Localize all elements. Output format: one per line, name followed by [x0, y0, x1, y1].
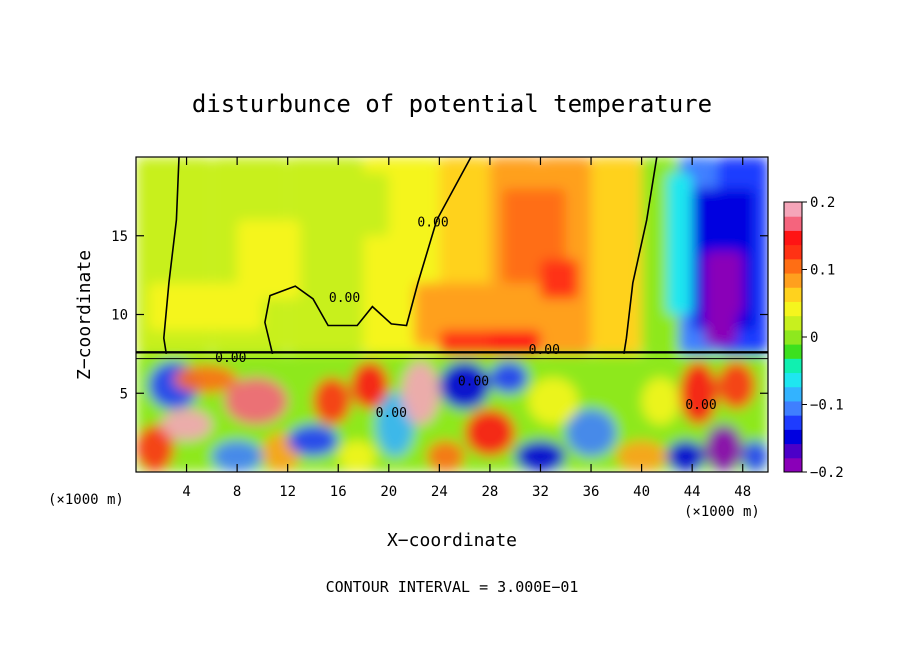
colorbar-swatch	[784, 216, 802, 231]
field-patch	[464, 409, 516, 457]
x-tick-label: 40	[633, 484, 650, 500]
colorbar-swatch	[784, 443, 802, 459]
field-patch	[350, 361, 389, 409]
x-tick-label: 24	[431, 484, 448, 500]
field-patch	[439, 361, 490, 409]
y-tick-label: 5	[120, 386, 128, 402]
field-cell	[540, 259, 579, 299]
colorbar-tick-label: 0.2	[810, 195, 835, 211]
colorbar-swatch	[784, 372, 802, 388]
colorbar-swatch	[784, 344, 802, 359]
colorbar-swatch	[784, 258, 802, 274]
contour-label: 0.00	[529, 343, 560, 358]
x-unit-right: (×1000 m)	[684, 504, 760, 520]
y-tick-label: 10	[111, 308, 128, 324]
colorbar-swatch	[784, 315, 802, 331]
field-patch	[338, 440, 377, 472]
field-patch	[489, 361, 528, 394]
field-patch	[401, 361, 440, 425]
field-cell	[704, 298, 737, 346]
colorbar-swatch	[784, 230, 802, 246]
y-axis-label: Z−coordinate	[74, 250, 95, 380]
zero-contour-line	[264, 157, 472, 355]
field-patch	[287, 424, 339, 457]
x-tick-label: 12	[279, 484, 296, 500]
colorbar-tick-label: −0.2	[810, 465, 844, 481]
field-cell	[148, 283, 263, 331]
chart-title: disturbunce of potential temperature	[192, 90, 712, 118]
field-patch	[161, 409, 212, 441]
colorbar-swatch	[784, 301, 802, 317]
x-tick-label: 36	[583, 484, 600, 500]
colorbar-swatch	[784, 429, 802, 445]
x-axis-label: X−coordinate	[387, 530, 517, 551]
colorbar-swatch	[784, 457, 802, 473]
x-tick-label: 4	[182, 484, 190, 500]
field-patch	[704, 424, 743, 472]
colorbar-swatch	[784, 273, 802, 288]
colorbar-swatch	[784, 287, 802, 302]
contour-label: 0.00	[685, 398, 716, 413]
colorbar-tick-label: 0	[810, 330, 818, 346]
colorbar-swatch	[784, 400, 802, 416]
field-patch	[224, 377, 288, 425]
field-patch	[211, 440, 263, 472]
colorbar-swatch	[784, 244, 802, 260]
contour-label: 0.00	[417, 215, 448, 230]
x-tick-label: 20	[380, 484, 397, 500]
field-cell	[591, 283, 642, 346]
contour-label: 0.00	[458, 374, 489, 389]
plot-area: 0.000.000.000.000.000.000.004 8 12 16 20 24 28…	[111, 156, 769, 500]
field-patch	[173, 364, 238, 394]
contour-label: 0.00	[329, 291, 360, 306]
field-patch	[717, 361, 756, 409]
field-patch	[565, 409, 617, 457]
zero-contour-line	[162, 157, 180, 355]
x-tick-label: 48	[734, 484, 751, 500]
x-tick-label: 32	[532, 484, 549, 500]
field: 0.00 0.00 0.00 0.00 0.00 0.00 0.00	[136, 157, 768, 472]
colorbar-swatch	[784, 415, 802, 430]
colorbar-swatch	[784, 202, 802, 217]
field-cell	[666, 172, 693, 315]
colorbar-swatch	[784, 358, 802, 374]
field-cell	[312, 172, 389, 236]
field-patch	[527, 377, 579, 425]
field-cell	[489, 330, 541, 354]
contour-label: 0.00	[215, 351, 246, 366]
field-patch	[616, 440, 667, 472]
colorbar-tick-label: 0.1	[810, 263, 835, 279]
colorbar: 0.2 0.1 0 −0.1 −0.2	[783, 195, 844, 481]
zero-contour-line	[623, 157, 658, 355]
field-patch	[666, 440, 705, 472]
field-patch	[591, 361, 642, 409]
field-patch	[679, 361, 718, 425]
x-tick-label: 16	[330, 484, 347, 500]
y-tick-label: 15	[111, 229, 128, 245]
contour-interval-note: CONTOUR INTERVAL = 3.000E−01	[326, 578, 579, 596]
field-patch	[312, 377, 351, 425]
x-unit-left: (×1000 m)	[48, 492, 124, 508]
colorbar-swatch	[784, 386, 802, 402]
field-patch	[426, 440, 465, 472]
colorbar-swatch	[784, 329, 802, 345]
field-patch	[515, 440, 566, 472]
zero-contours	[136, 157, 768, 360]
colorbar-tick-label: −0.1	[810, 398, 844, 414]
contour-label: 0.00	[376, 406, 407, 421]
field-patch	[742, 440, 768, 472]
x-tick-label: 44	[684, 484, 701, 500]
x-tick-label: 8	[233, 484, 241, 500]
field-cell	[237, 220, 301, 299]
x-tick-label: 28	[481, 484, 498, 500]
contour-labels: 0.00 0.00 0.00 0.00 0.00 0.00 0.00	[215, 215, 717, 421]
field-patch	[641, 377, 680, 425]
field-patch	[136, 424, 174, 472]
